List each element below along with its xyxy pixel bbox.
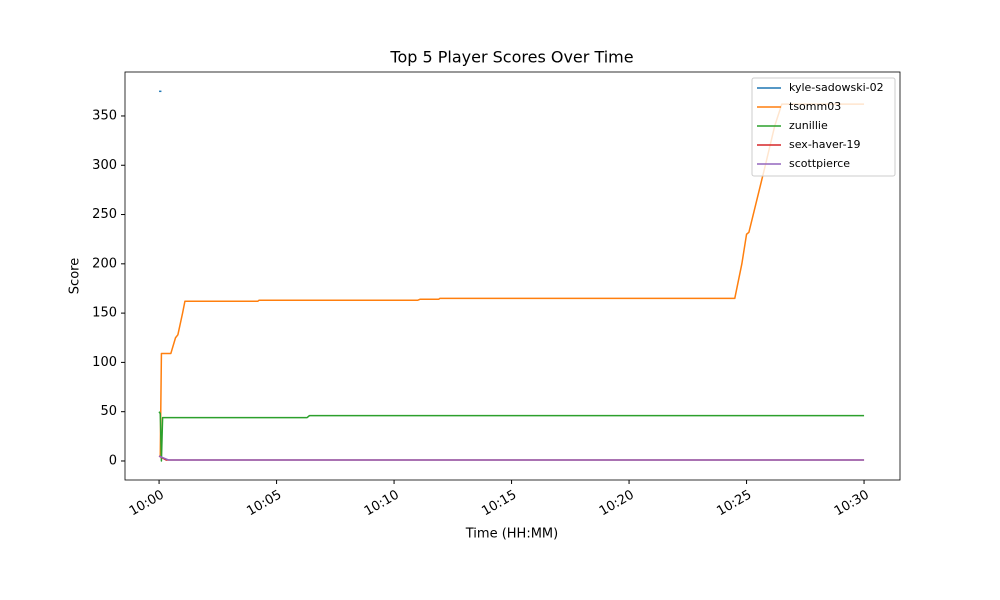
x-tick-label: 10:00: [127, 488, 167, 520]
y-tick-label: 200: [92, 256, 117, 271]
y-tick-label: 150: [92, 306, 117, 321]
y-tick-label: 50: [100, 404, 117, 419]
x-axis-label: Time (HH:MM): [465, 527, 558, 542]
legend-label: sex-haver-19: [789, 138, 861, 151]
line: [158, 455, 865, 461]
x-tick-label: 10:05: [244, 488, 284, 520]
x-tick-label: 10:30: [832, 488, 872, 520]
chart-title: Top 5 Player Scores Over Time: [389, 48, 633, 67]
y-tick-label: 100: [92, 355, 117, 370]
x-tick-label: 10:25: [714, 488, 754, 520]
x-tick-label: 10:10: [362, 488, 402, 520]
line: [159, 103, 865, 457]
y-tick-label: 350: [92, 108, 117, 123]
x-tick-label: 10:20: [597, 488, 637, 520]
legend: kyle-sadowski-02 tsomm03 zunillie sex-haver…: [751, 77, 896, 177]
legend-label: kyle-sadowski-02: [789, 81, 884, 94]
plot-frame: [124, 71, 901, 481]
legend-label: zunillie: [789, 119, 828, 132]
legend-label: scottpierce: [789, 157, 850, 170]
y-axis-label: Score: [68, 258, 83, 294]
y-tick-label: 300: [92, 158, 117, 173]
y-tick-label: 0: [109, 453, 117, 468]
y-tick-label: 250: [92, 207, 117, 222]
legend-box: [751, 77, 896, 177]
x-tick-label: 10:15: [479, 488, 519, 520]
line: [158, 411, 865, 462]
legend-label: tsomm03: [789, 100, 841, 113]
